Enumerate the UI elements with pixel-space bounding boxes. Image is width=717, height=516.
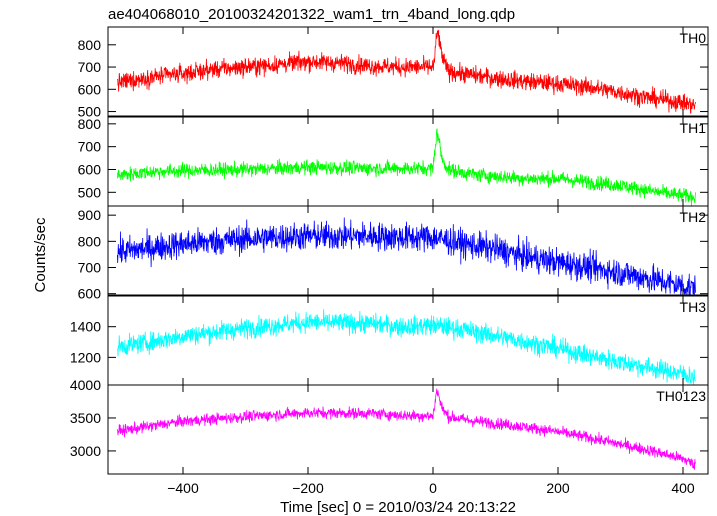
panel-frame <box>107 26 709 117</box>
y-axis-label: Counts/sec <box>32 217 49 293</box>
panel-th0: 500 600 700 800 TH0 <box>78 26 709 120</box>
panel-frame <box>107 205 709 296</box>
panel-label: TH0 <box>680 30 707 46</box>
y-tick-label: 800 <box>78 37 102 53</box>
x-axis: −400 −200 0 200 400 <box>167 480 695 496</box>
series-line-th2 <box>116 217 696 295</box>
y-tick-label: 500 <box>78 184 102 200</box>
series-line-th0123 <box>116 388 696 470</box>
panel-frame <box>107 116 709 207</box>
y-tick-label: 600 <box>78 161 102 177</box>
panel-label: TH1 <box>680 120 707 136</box>
y-tick-label: 3500 <box>70 410 101 426</box>
y-tick-label: 3000 <box>70 443 101 459</box>
x-tick-label: −200 <box>292 480 324 496</box>
y-tick-label: 1400 <box>70 319 101 335</box>
y-tick-label: 600 <box>78 81 102 97</box>
y-tick-label: 800 <box>78 233 102 249</box>
panel-th2: 600 700 800 900 TH2 <box>78 205 709 302</box>
y-tick-label: 700 <box>78 260 102 276</box>
chart-title: ae404068010_20100324201322_wam1_trn_4ban… <box>108 6 515 23</box>
y-tick-label: 800 <box>78 116 102 132</box>
panel-label: TH2 <box>680 209 707 225</box>
y-tick-label: 4000 <box>70 377 101 393</box>
y-tick-label: 700 <box>78 139 102 155</box>
x-tick-label: 200 <box>546 480 570 496</box>
series-line-th1 <box>116 128 696 206</box>
y-tick-label: 1200 <box>70 349 101 365</box>
y-tick-label: 500 <box>78 104 102 120</box>
panel-th3: 1200 1400 TH3 <box>70 295 709 386</box>
panel-th0123: 3000 3500 4000 TH0123 <box>70 377 709 475</box>
panel-label: TH3 <box>680 299 707 315</box>
x-tick-label: −400 <box>167 480 199 496</box>
panel-frame <box>107 384 709 475</box>
x-axis-label: Time [sec] 0 = 2010/03/24 20:13:22 <box>280 499 516 516</box>
y-tick-label: 600 <box>78 286 102 302</box>
y-tick-label: 900 <box>78 207 102 223</box>
y-tick-label: 700 <box>78 59 102 75</box>
panels-group: 500 600 700 800 TH0 500 600 700 800 TH1 600 700 800 9… <box>70 26 709 475</box>
panel-label: TH0123 <box>656 388 706 404</box>
panel-th1: 500 600 700 800 TH1 <box>78 116 709 207</box>
x-tick-label: 0 <box>429 480 437 496</box>
x-tick-label: 400 <box>671 480 695 496</box>
series-line-th3 <box>117 309 696 385</box>
series-line-th0 <box>117 29 696 114</box>
